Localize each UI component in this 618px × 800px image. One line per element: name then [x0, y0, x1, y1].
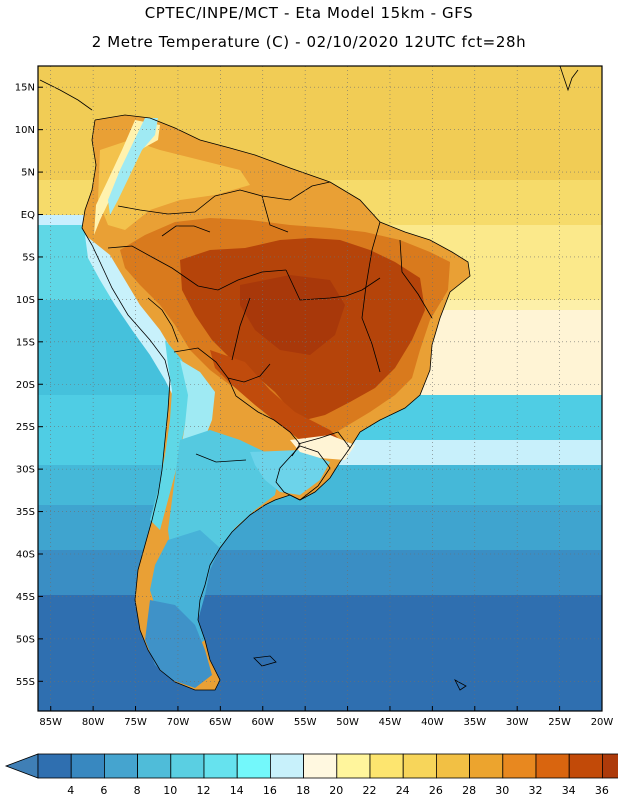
- lat-label: 15S: [16, 337, 35, 348]
- colorbar-cell: [435, 753, 470, 779]
- temperature-field: [38, 66, 602, 711]
- colorbar-cell: [104, 753, 139, 779]
- lon-label: 20W: [591, 717, 614, 728]
- colorbar-label: 30: [495, 784, 509, 797]
- lat-label: 20S: [16, 380, 35, 391]
- colorbar-label: 34: [562, 784, 576, 797]
- lon-label: 60W: [251, 717, 274, 728]
- map-frame: [37, 65, 603, 712]
- colorbar-label: 6: [100, 784, 107, 797]
- lat-label: 5N: [21, 168, 35, 179]
- colorbar-label: 20: [329, 784, 343, 797]
- colorbar-cell: [502, 753, 537, 779]
- lat-label: 50S: [16, 634, 35, 645]
- colorbar-cell: [469, 753, 504, 779]
- colorbar-cell: [568, 753, 603, 779]
- lon-label: 75W: [124, 717, 147, 728]
- lat-label: 10S: [16, 295, 35, 306]
- colorbar-cell: [170, 753, 205, 779]
- colorbar-cell: [37, 753, 72, 779]
- colorbar-cell: [602, 753, 618, 779]
- latitude-labels: 15N 10N 5N EQ 5S 10S 15S 20S 25S 30S 35S 40S 45S 50S 5…: [15, 83, 35, 688]
- colorbar-label: 28: [462, 784, 476, 797]
- lat-label: 15N: [15, 83, 35, 94]
- chart-title-line2: 2 Metre Temperature (C) - 02/10/2020 12U…: [91, 33, 527, 51]
- lat-label: 25S: [16, 422, 35, 433]
- lon-label: 35W: [463, 717, 486, 728]
- colorbar-label: 14: [230, 784, 244, 797]
- lon-label: 40W: [421, 717, 444, 728]
- colorbar-label: 4: [67, 784, 74, 797]
- lon-label: 45W: [379, 717, 402, 728]
- lat-label: 10N: [15, 125, 35, 136]
- colorbar-label: 18: [296, 784, 310, 797]
- colorbar-cell: [369, 753, 404, 779]
- colorbar-cell: [137, 753, 172, 779]
- lat-label: 5S: [22, 252, 35, 263]
- colorbar-label: 36: [595, 784, 609, 797]
- lat-label: EQ: [21, 210, 35, 221]
- lon-label: 55W: [294, 717, 317, 728]
- colorbar-cell: [236, 753, 271, 779]
- lon-label: 80W: [82, 717, 105, 728]
- chart-title-line1: CPTEC/INPE/MCT - Eta Model 15km - GFS: [144, 4, 474, 22]
- colorbar-low-arrow: [4, 753, 39, 779]
- colorbar-cell: [336, 753, 371, 779]
- colorbar-cell: [70, 753, 105, 779]
- lat-label: 40S: [16, 549, 35, 560]
- lat-label: 30S: [16, 465, 35, 476]
- lon-label: 70W: [167, 717, 190, 728]
- lon-label: 30W: [506, 717, 529, 728]
- colorbar-label: 24: [396, 784, 410, 797]
- colorbar-label: 22: [363, 784, 377, 797]
- colorbar-cell: [402, 753, 437, 779]
- lon-label: 25W: [548, 717, 571, 728]
- longitude-labels: 85W 80W 75W 70W 65W 60W 55W 50W 45W 40W 35W 30W 25W 2…: [39, 717, 613, 728]
- colorbar-label: 12: [197, 784, 211, 797]
- colorbar-label: 16: [263, 784, 277, 797]
- colorbar-label: 10: [163, 784, 177, 797]
- colorbar-label: 26: [429, 784, 443, 797]
- colorbar: 468101214161820222426283032343638: [4, 753, 618, 797]
- lon-label: 85W: [39, 717, 62, 728]
- lat-label: 35S: [16, 507, 35, 518]
- colorbar-cell: [203, 753, 238, 779]
- lat-label: 55S: [16, 677, 35, 688]
- colorbar-cell: [535, 753, 570, 779]
- colorbar-label: 8: [134, 784, 141, 797]
- lat-label: 45S: [16, 592, 35, 603]
- colorbar-cell: [303, 753, 338, 779]
- lon-label: 50W: [336, 717, 359, 728]
- colorbar-cell: [269, 753, 304, 779]
- lon-label: 65W: [209, 717, 232, 728]
- country-borders: [39, 65, 579, 691]
- colorbar-label: 32: [529, 784, 543, 797]
